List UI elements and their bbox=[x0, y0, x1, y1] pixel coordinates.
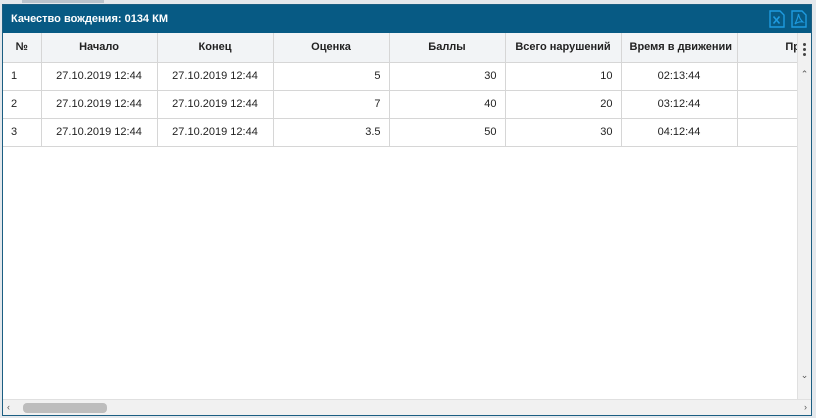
cell-end: 27.10.2019 12:44 bbox=[157, 118, 274, 147]
horizontal-scrollbar[interactable]: ‹ › bbox=[3, 399, 811, 415]
scroll-right-icon[interactable]: › bbox=[804, 402, 807, 412]
cell-number: 2 bbox=[3, 90, 42, 119]
column-header-start[interactable]: Начало bbox=[41, 33, 158, 63]
cell-end: 27.10.2019 12:44 bbox=[157, 90, 274, 119]
vertical-scrollbar[interactable]: ⌃ ⌄ bbox=[797, 33, 811, 399]
excel-export-icon[interactable] bbox=[769, 10, 785, 28]
cell-start: 27.10.2019 12:44 bbox=[41, 62, 158, 91]
cell-violations: 30 bbox=[505, 118, 622, 147]
cell-points: 40 bbox=[389, 90, 506, 119]
cell-truncated bbox=[737, 62, 797, 91]
table-header-row: № Начало Конец Оценка Баллы Всего наруше… bbox=[3, 33, 797, 63]
cell-start: 27.10.2019 12:44 bbox=[41, 118, 158, 147]
driving-quality-window: Качество вождения: 0134 КМ № Начало bbox=[2, 4, 812, 416]
export-icons bbox=[769, 10, 807, 28]
window-titlebar: Качество вождения: 0134 КМ bbox=[3, 5, 811, 33]
cell-points: 50 bbox=[389, 118, 506, 147]
cell-moving-time: 04:12:44 bbox=[621, 118, 738, 147]
cell-violations: 10 bbox=[505, 62, 622, 91]
window-title: Качество вождения: 0134 КМ bbox=[11, 13, 168, 25]
cell-number: 3 bbox=[3, 118, 42, 147]
cell-rating: 3.5 bbox=[273, 118, 390, 147]
table-row[interactable]: 1 27.10.2019 12:44 27.10.2019 12:44 5 30… bbox=[3, 62, 797, 91]
column-header-rating[interactable]: Оценка bbox=[273, 33, 390, 63]
cell-rating: 7 bbox=[273, 90, 390, 119]
cell-end: 27.10.2019 12:44 bbox=[157, 62, 274, 91]
column-header-moving-time[interactable]: Время в движении bbox=[621, 33, 738, 63]
column-header-points[interactable]: Баллы bbox=[389, 33, 506, 63]
cell-truncated bbox=[737, 90, 797, 119]
column-header-truncated[interactable]: Про bbox=[737, 33, 797, 63]
scroll-down-icon[interactable]: ⌄ bbox=[800, 370, 809, 380]
cell-start: 27.10.2019 12:44 bbox=[41, 90, 158, 119]
scroll-left-icon[interactable]: ‹ bbox=[7, 402, 10, 412]
scroll-up-icon[interactable]: ⌃ bbox=[800, 69, 809, 79]
table-row[interactable]: 3 27.10.2019 12:44 27.10.2019 12:44 3.5 … bbox=[3, 118, 797, 147]
top-tab-strip bbox=[22, 0, 104, 3]
cell-rating: 5 bbox=[273, 62, 390, 91]
cell-violations: 20 bbox=[505, 90, 622, 119]
cell-truncated bbox=[737, 118, 797, 147]
column-header-violations[interactable]: Всего нарушений bbox=[505, 33, 622, 63]
driving-quality-table: № Начало Конец Оценка Баллы Всего наруше… bbox=[3, 33, 797, 147]
cell-number: 1 bbox=[3, 62, 42, 91]
kebab-menu-icon[interactable] bbox=[801, 43, 807, 58]
column-header-end[interactable]: Конец bbox=[157, 33, 274, 63]
horizontal-scroll-thumb[interactable] bbox=[23, 403, 107, 413]
table-row[interactable]: 2 27.10.2019 12:44 27.10.2019 12:44 7 40… bbox=[3, 90, 797, 119]
cell-moving-time: 03:12:44 bbox=[621, 90, 738, 119]
pdf-export-icon[interactable] bbox=[791, 10, 807, 28]
data-grid[interactable]: № Начало Конец Оценка Баллы Всего наруше… bbox=[3, 33, 797, 399]
column-header-number[interactable]: № bbox=[3, 33, 42, 63]
cell-moving-time: 02:13:44 bbox=[621, 62, 738, 91]
cell-points: 30 bbox=[389, 62, 506, 91]
